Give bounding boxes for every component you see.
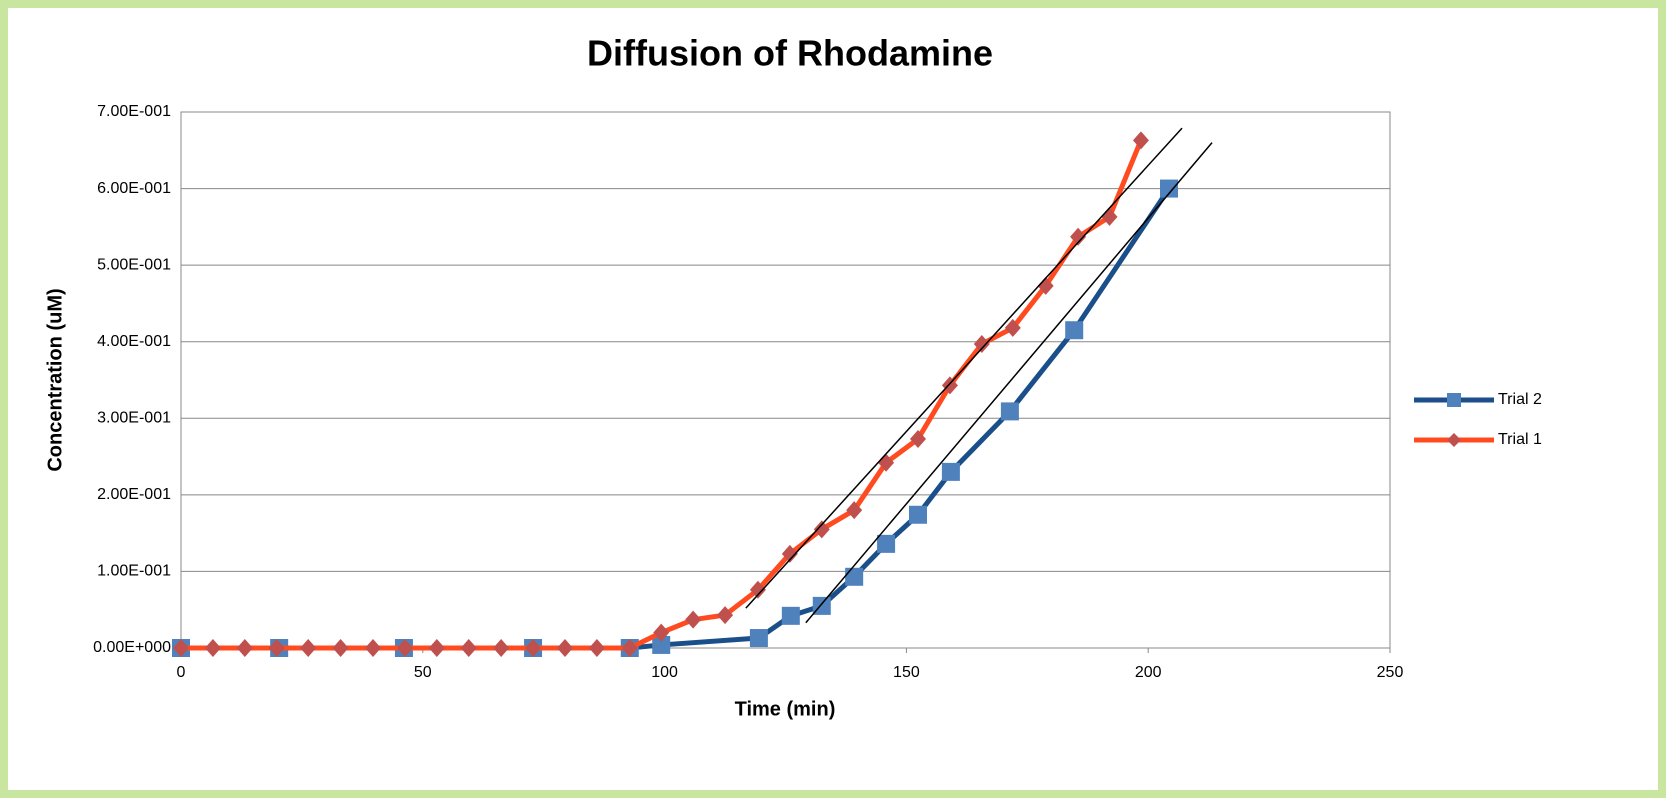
marker (268, 639, 285, 657)
x-tick-label: 250 (1377, 664, 1404, 681)
y-tick-label: 2.00E-001 (97, 486, 171, 503)
trendline (805, 142, 1213, 624)
marker (1000, 402, 1019, 421)
trendline (745, 127, 1183, 609)
marker (749, 629, 768, 648)
marker (653, 623, 670, 642)
x-tick-label: 100 (651, 664, 678, 681)
legend-label: Trial 2 (1498, 391, 1542, 408)
x-tick-label: 50 (414, 664, 432, 681)
marker (909, 505, 928, 524)
marker (1159, 179, 1178, 198)
marker (525, 639, 542, 657)
marker (812, 596, 831, 615)
y-tick-label: 4.00E-001 (97, 333, 171, 350)
marker (1070, 227, 1087, 246)
marker (1037, 276, 1054, 295)
marker (1132, 131, 1149, 150)
x-axis-label: Time (min) (735, 698, 836, 720)
legend-label: Trial 1 (1498, 431, 1542, 448)
marker (332, 639, 349, 657)
y-tick-label: 1.00E-001 (97, 563, 171, 580)
marker (846, 501, 863, 520)
y-axis-label: Concentration (uM) (44, 288, 66, 471)
x-tick-label: 0 (177, 664, 186, 681)
marker (973, 335, 990, 354)
y-tick-label: 5.00E-001 (97, 256, 171, 273)
marker (236, 639, 253, 657)
marker (781, 606, 800, 625)
marker (428, 639, 445, 657)
marker (813, 520, 830, 539)
marker (749, 580, 766, 599)
marker (781, 544, 798, 563)
y-tick-label: 3.00E-001 (97, 410, 171, 427)
marker (588, 639, 605, 657)
marker (204, 639, 221, 657)
marker (941, 462, 960, 481)
marker (300, 639, 317, 657)
marker (364, 639, 381, 657)
marker (877, 534, 896, 553)
marker (941, 376, 958, 395)
marker (1004, 318, 1021, 337)
marker (493, 639, 510, 657)
marker (556, 639, 573, 657)
marker (621, 639, 638, 657)
chart: Diffusion of Rhodamine Time (min) Concen… (44, 33, 1542, 721)
marker (396, 639, 413, 657)
plot-area (180, 111, 1391, 649)
marker (460, 639, 477, 657)
y-tick-label: 7.00E-001 (97, 103, 171, 120)
legend-marker (1447, 393, 1461, 407)
marker (173, 639, 189, 657)
marker (845, 567, 864, 586)
marker (717, 606, 734, 625)
marker (652, 635, 671, 654)
x-tick-label: 200 (1135, 664, 1162, 681)
marker (1065, 321, 1084, 340)
legend-marker (1447, 433, 1461, 447)
y-tick-label: 0.00E+000 (93, 639, 171, 656)
y-tick-label: 6.00E-001 (97, 180, 171, 197)
x-tick-label: 150 (893, 664, 920, 681)
marker (685, 610, 702, 629)
marker (910, 429, 927, 448)
chart-title: Diffusion of Rhodamine (587, 33, 993, 74)
